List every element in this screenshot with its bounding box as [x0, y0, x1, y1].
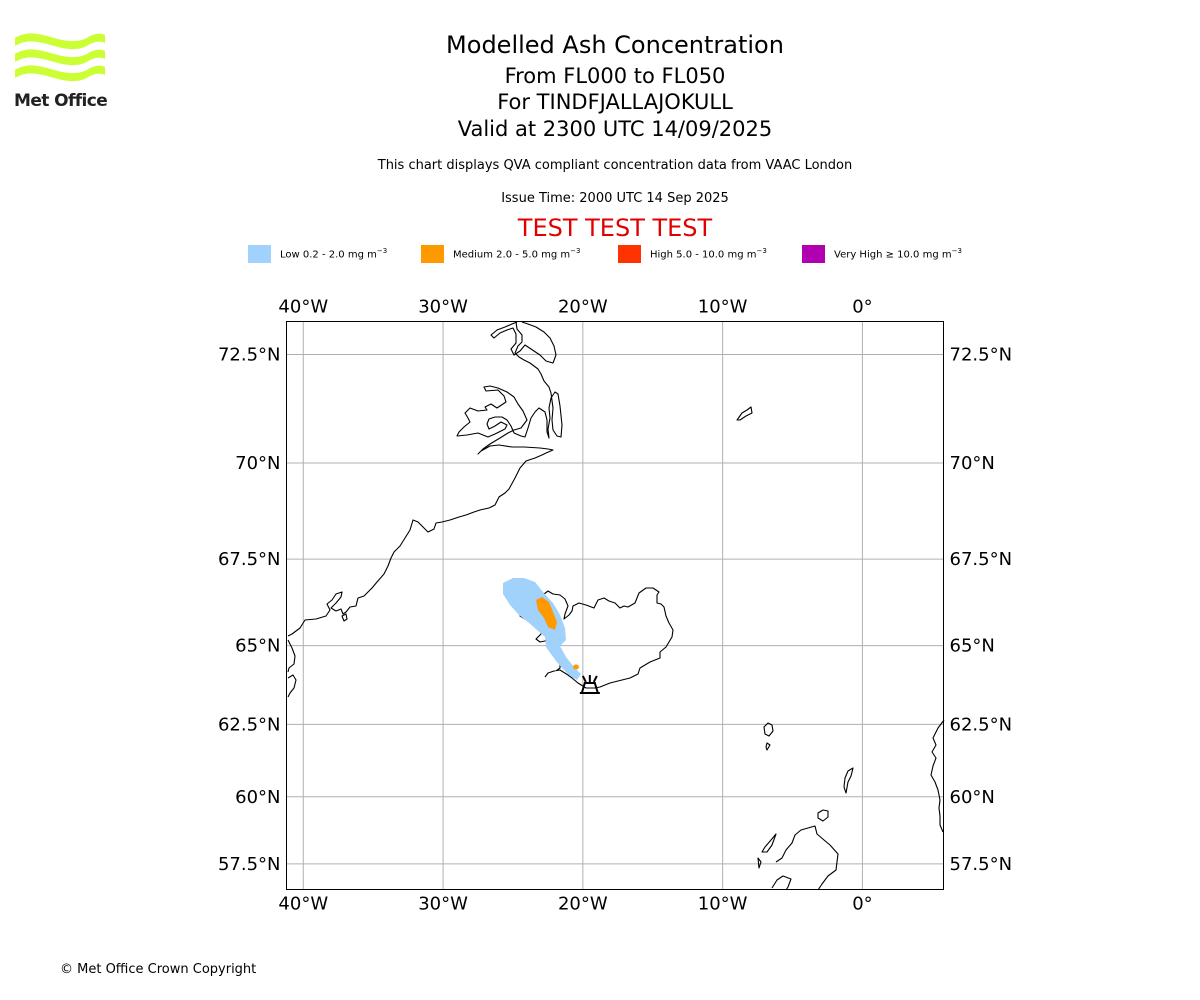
volcano-icon [579, 674, 600, 694]
legend-label-very-high: Very High ≥ 10.0 mg m−3 [834, 247, 962, 261]
map-gridlines [286, 321, 944, 890]
shetland [843, 767, 854, 794]
legend-label-high: High 5.0 - 10.0 mg m−3 [650, 247, 767, 261]
ash-medium-spot [573, 664, 579, 670]
volcano-marker-shape [579, 674, 600, 694]
legend-item-high: High 5.0 - 10.0 mg m−3 [618, 244, 767, 264]
met-office-logo: Met Office [14, 30, 114, 112]
greenland-coast [287, 321, 563, 637]
legend-label-medium: Medium 2.0 - 5.0 mg m−3 [453, 247, 581, 261]
lon-label-top: 0° [852, 297, 872, 318]
copyright-notice: © Met Office Crown Copyright [60, 962, 257, 977]
lat-label-right: 70°N [950, 453, 995, 474]
lat-label-right: 72.5°N [950, 345, 1013, 366]
legend-swatch-low [248, 245, 271, 263]
lat-label-left: 70°N [235, 453, 280, 474]
concentration-legend: Low 0.2 - 2.0 mg m−3 Medium 2.0 - 5.0 mg… [0, 244, 1200, 264]
lat-label-right: 65°N [950, 636, 995, 657]
legend-item-low: Low 0.2 - 2.0 mg m−3 [248, 244, 387, 264]
test-banner: TEST TEST TEST [517, 214, 713, 242]
lat-label-right: 57.5°N [950, 854, 1013, 875]
met-office-waves-icon [15, 33, 105, 82]
map-frame [286, 321, 944, 890]
legend-item-very-high: Very High ≥ 10.0 mg m−3 [802, 244, 962, 264]
greenland-north-coast [490, 321, 557, 364]
lon-label-bottom: 0° [852, 894, 872, 915]
lat-label-left: 65°N [235, 636, 280, 657]
ash-low-area [503, 578, 581, 680]
chart-description: This chart displays QVA compliant concen… [377, 158, 853, 173]
lat-label-left: 67.5°N [218, 549, 281, 570]
legend-swatch-very-high [802, 245, 825, 263]
lat-label-left: 57.5°N [218, 854, 281, 875]
legend-swatch-medium [421, 245, 444, 263]
issue-time: Issue Time: 2000 UTC 14 Sep 2025 [501, 191, 729, 206]
legend-label-low: Low 0.2 - 2.0 mg m−3 [280, 247, 388, 261]
lat-label-left: 62.5°N [218, 714, 281, 735]
scotland-coast [771, 825, 839, 891]
valid-time: Valid at 2300 UTC 14/09/2025 [457, 117, 773, 141]
logo-wordmark: Met Office [14, 91, 108, 111]
legend-swatch-high [618, 245, 641, 263]
lon-label-top: 40°W [278, 297, 328, 318]
lat-label-right: 62.5°N [950, 714, 1013, 735]
volcano-name: For TINDFJALLAJOKULL [497, 90, 733, 114]
lon-label-bottom: 30°W [418, 894, 468, 915]
jan-mayen [736, 406, 753, 421]
greenland-islet [341, 613, 348, 622]
ash-plume [503, 578, 581, 680]
legend-item-medium: Medium 2.0 - 5.0 mg m−3 [421, 244, 580, 264]
lon-label-bottom: 20°W [558, 894, 608, 915]
chart-title: Modelled Ash Concentration [446, 31, 784, 59]
ash-medium-area [536, 597, 557, 630]
lon-label-top: 20°W [558, 297, 608, 318]
greenland-south-coast [287, 639, 297, 698]
lon-label-bottom: 40°W [278, 894, 328, 915]
orkney [817, 809, 829, 822]
lat-label-right: 67.5°N [950, 549, 1013, 570]
norway-coast [930, 719, 945, 833]
map-tick-labels: 40°W 40°W 30°W 30°W 20°W 20°W 10°W 10°W 0° 0° 72.5… [218, 297, 1012, 915]
lon-label-top: 10°W [698, 297, 748, 318]
hebrides [757, 833, 777, 869]
flight-levels: From FL000 to FL050 [504, 64, 726, 88]
faroe-islands [763, 722, 774, 751]
lat-label-left: 60°N [235, 787, 280, 808]
lon-label-top: 30°W [418, 297, 468, 318]
lat-label-right: 60°N [950, 787, 995, 808]
coastlines [287, 321, 945, 891]
lon-label-bottom: 10°W [698, 894, 748, 915]
lat-label-left: 72.5°N [218, 345, 281, 366]
